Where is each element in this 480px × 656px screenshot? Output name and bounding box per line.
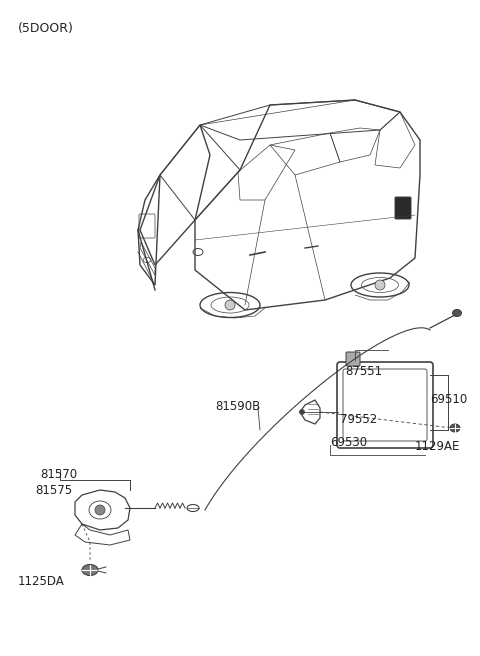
Ellipse shape bbox=[82, 565, 98, 575]
FancyBboxPatch shape bbox=[395, 197, 411, 219]
Text: 81575: 81575 bbox=[35, 484, 72, 497]
FancyBboxPatch shape bbox=[346, 352, 360, 366]
Text: 69510: 69510 bbox=[430, 393, 467, 406]
Circle shape bbox=[95, 505, 105, 515]
Text: 81570: 81570 bbox=[40, 468, 77, 481]
Circle shape bbox=[375, 280, 385, 290]
Text: 69530: 69530 bbox=[330, 436, 367, 449]
Text: 87551: 87551 bbox=[345, 365, 382, 378]
Circle shape bbox=[300, 409, 304, 415]
Text: (5DOOR): (5DOOR) bbox=[18, 22, 74, 35]
Text: 79552: 79552 bbox=[340, 413, 377, 426]
Ellipse shape bbox=[450, 424, 460, 432]
Circle shape bbox=[225, 300, 235, 310]
Text: 81590B: 81590B bbox=[215, 400, 260, 413]
Text: 1125DA: 1125DA bbox=[18, 575, 65, 588]
Text: 1129AE: 1129AE bbox=[415, 440, 460, 453]
Ellipse shape bbox=[453, 310, 461, 316]
